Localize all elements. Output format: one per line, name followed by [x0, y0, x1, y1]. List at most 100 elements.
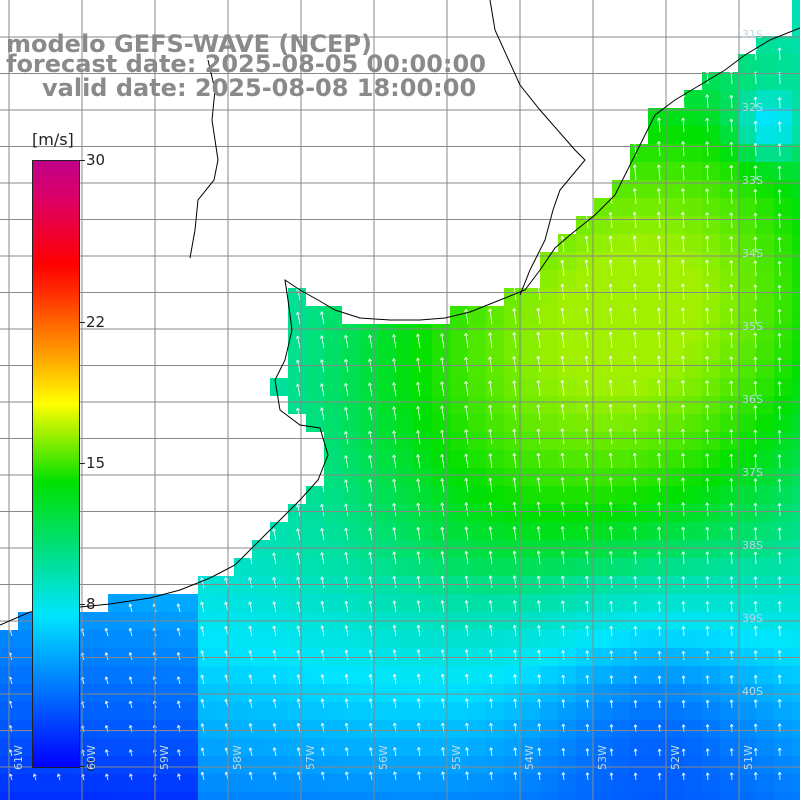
wind-speed-cell: [792, 360, 800, 378]
wind-speed-cell: [432, 486, 450, 504]
wind-arrow: [753, 747, 758, 757]
wind-speed-cell: [792, 180, 800, 198]
wind-speed-cell: [684, 738, 702, 756]
wind-arrow: [777, 551, 782, 565]
wind-speed-cell: [648, 378, 666, 396]
wind-speed-cell: [540, 270, 558, 288]
wind-arrow: [729, 699, 734, 709]
wind-arrow: [729, 188, 734, 205]
wind-speed-cell: [684, 216, 702, 234]
wind-speed-cell: [792, 720, 800, 738]
wind-speed-cell: [756, 144, 774, 162]
wind-arrow: [176, 700, 181, 709]
wind-speed-cell: [522, 558, 540, 576]
wind-speed-cell: [558, 630, 576, 648]
wind-speed-cell: [666, 486, 684, 504]
wind-speed-cell: [738, 216, 756, 234]
wind-speed-cell: [18, 738, 36, 756]
wind-arrow: [657, 551, 662, 565]
wind-speed-cell: [306, 774, 324, 792]
wind-speed-cell: [108, 792, 126, 800]
wind-speed-cell: [198, 630, 216, 648]
wind-arrow: [488, 600, 493, 613]
wind-speed-cell: [360, 450, 378, 468]
wind-speed-cell: [558, 396, 576, 414]
wind-speed-cell: [594, 630, 612, 648]
wind-arrow: [753, 236, 758, 253]
wind-speed-cell: [648, 774, 666, 792]
wind-speed-cell: [576, 720, 594, 738]
wind-arrow: [416, 673, 421, 685]
wind-arrow: [753, 165, 758, 181]
wind-speed-cell: [666, 288, 684, 306]
wind-speed-cell: [540, 432, 558, 450]
wind-speed-cell: [18, 702, 36, 720]
wind-speed-cell: [306, 594, 324, 612]
wind-speed-cell: [522, 594, 540, 612]
wind-arrow: [705, 188, 710, 205]
wind-arrow: [608, 477, 613, 493]
wind-speed-cell: [342, 720, 360, 738]
wind-speed-cell: [378, 540, 396, 558]
wind-speed-cell: [702, 306, 720, 324]
wind-speed-cell: [450, 792, 468, 800]
wind-speed-cell: [774, 54, 792, 72]
wind-arrow: [729, 675, 734, 685]
wind-arrow: [416, 454, 421, 469]
wind-speed-cell: [720, 666, 738, 684]
wind-speed-cell: [432, 792, 450, 800]
wind-arrow: [729, 308, 734, 325]
wind-speed-cell: [558, 702, 576, 720]
wind-speed-cell: [180, 738, 198, 756]
wind-arrow: [753, 189, 758, 205]
wind-arrow: [729, 576, 734, 589]
wind-speed-cell: [702, 396, 720, 414]
wind-speed-cell: [702, 126, 720, 144]
wind-speed-cell: [720, 396, 738, 414]
wind-arrow: [536, 575, 541, 589]
wind-arrow: [729, 356, 734, 373]
wind-speed-cell: [774, 774, 792, 792]
wind-speed-cell: [522, 504, 540, 522]
wind-speed-cell: [18, 666, 36, 684]
wind-speed-cell: [792, 324, 800, 342]
wind-arrow: [608, 331, 613, 349]
wind-speed-cell: [612, 306, 630, 324]
wind-speed-cell: [774, 342, 792, 360]
wind-speed-cell: [540, 342, 558, 360]
wind-speed-cell: [288, 630, 306, 648]
wind-speed-cell: [684, 702, 702, 720]
wind-speed-cell: [594, 324, 612, 342]
wind-speed-cell: [306, 486, 324, 504]
wind-speed-cell: [414, 522, 432, 540]
wind-arrow: [705, 650, 710, 661]
longitude-label: 59W: [158, 745, 171, 770]
wind-speed-cell: [360, 324, 378, 342]
wind-arrow: [705, 502, 710, 517]
wind-speed-cell: [324, 450, 342, 468]
wind-speed-cell: [378, 738, 396, 756]
wind-speed-cell: [540, 396, 558, 414]
wind-speed-cell: [756, 522, 774, 540]
wind-arrow: [753, 551, 758, 565]
wind-speed-cell: [342, 468, 360, 486]
wind-speed-cell: [756, 450, 774, 468]
wind-speed-cell: [684, 378, 702, 396]
wind-arrow: [777, 97, 782, 109]
wind-speed-cell: [684, 306, 702, 324]
wind-speed-cell: [468, 594, 486, 612]
wind-speed-cell: [702, 702, 720, 720]
wind-arrow: [729, 748, 734, 757]
wind-speed-cell: [720, 774, 738, 792]
wind-speed-cell: [450, 756, 468, 774]
wind-speed-cell: [288, 342, 306, 360]
wind-speed-cell: [576, 234, 594, 252]
wind-speed-cell: [558, 594, 576, 612]
wind-speed-cell: [630, 324, 648, 342]
wind-speed-cell: [738, 198, 756, 216]
wind-speed-cell: [648, 180, 666, 198]
wind-arrow: [584, 355, 589, 373]
wind-arrow: [560, 501, 565, 517]
wind-speed-cell: [666, 216, 684, 234]
